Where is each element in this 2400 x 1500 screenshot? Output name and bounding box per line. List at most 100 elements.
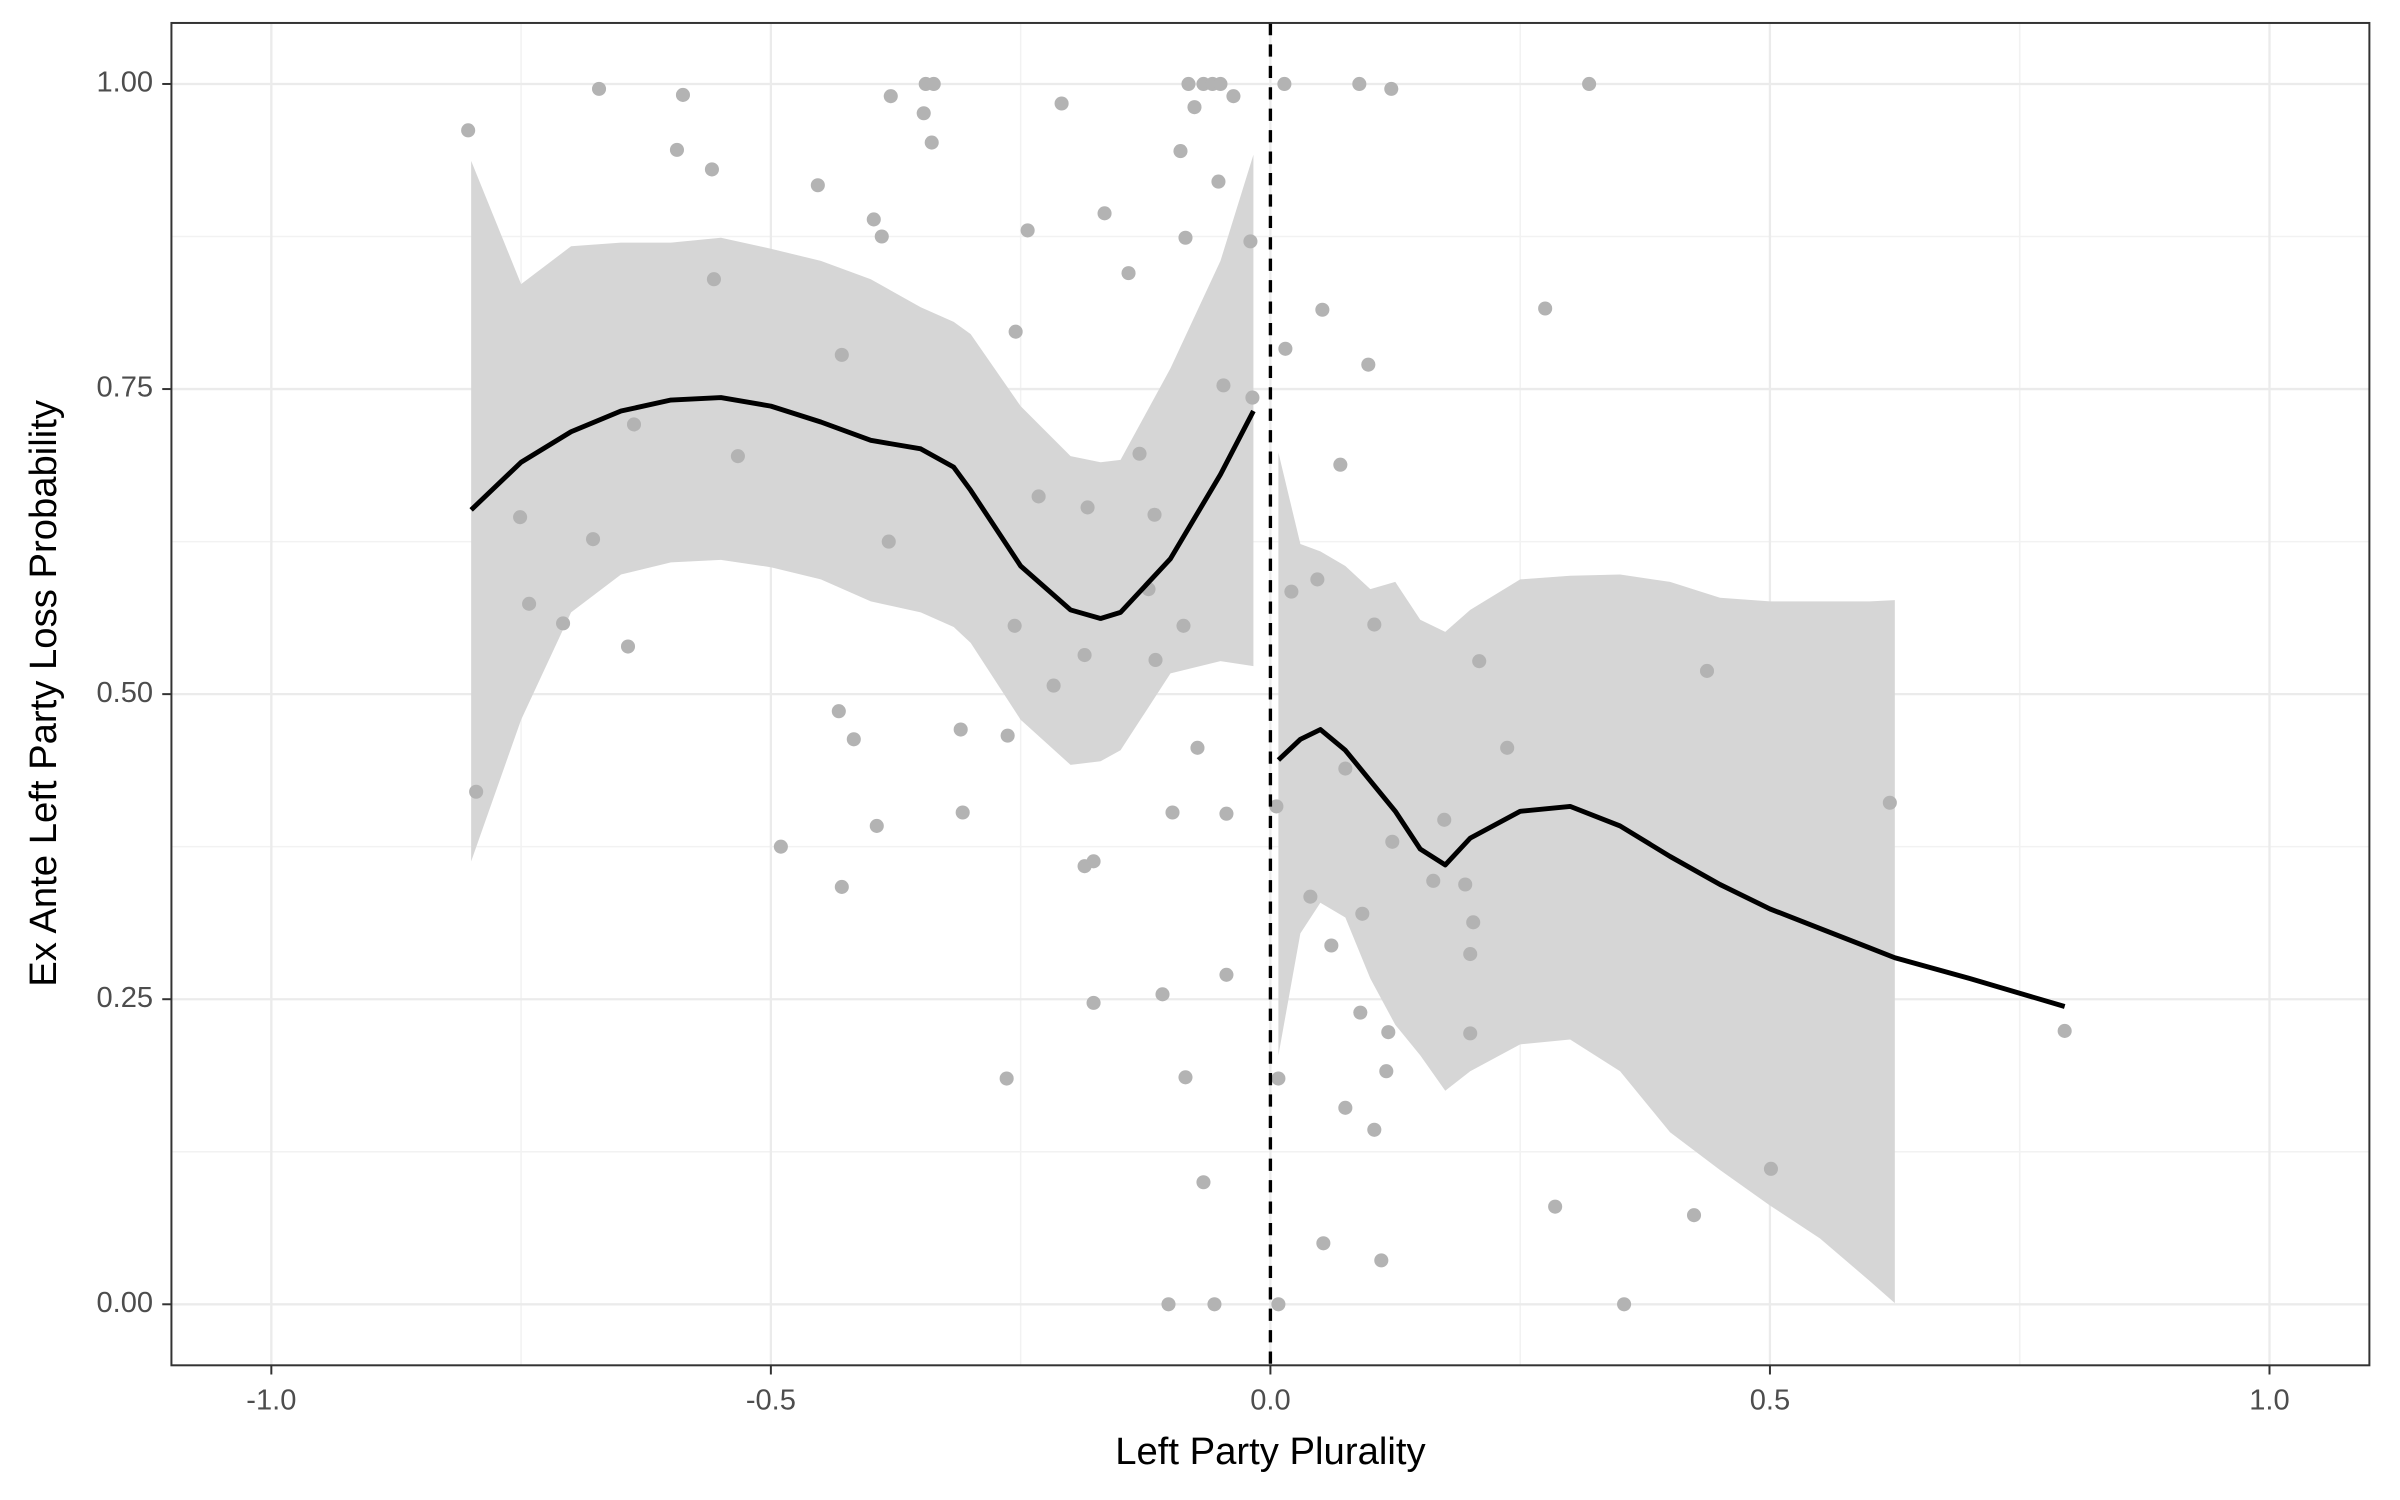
data-point <box>1338 761 1353 776</box>
data-point <box>1187 100 1202 115</box>
data-point <box>704 162 719 177</box>
data-point <box>513 510 528 525</box>
data-point <box>1361 357 1376 372</box>
data-point <box>1178 230 1193 245</box>
x-axis-title: Left Party Plurality <box>1115 1430 1426 1473</box>
data-point <box>924 135 939 150</box>
data-point <box>461 123 476 138</box>
data-point <box>869 818 884 833</box>
data-point <box>1426 873 1441 888</box>
data-point <box>620 639 636 654</box>
y-tick-label: 0.75 <box>96 372 153 404</box>
data-point <box>1031 489 1046 504</box>
data-point <box>1165 805 1180 820</box>
data-point <box>916 106 931 121</box>
data-point <box>1324 938 1339 953</box>
data-point <box>1121 266 1136 281</box>
data-point <box>591 81 607 96</box>
data-point <box>1338 1100 1353 1115</box>
data-point <box>1316 1236 1331 1251</box>
data-point <box>1173 144 1188 159</box>
data-point <box>1046 678 1061 693</box>
data-point <box>1882 795 1897 810</box>
data-point <box>1284 584 1299 599</box>
data-point <box>1352 76 1367 92</box>
data-point <box>1379 1064 1394 1079</box>
data-point <box>1367 1122 1382 1137</box>
data-point <box>1472 654 1487 669</box>
data-point <box>626 417 642 432</box>
data-point <box>834 879 849 894</box>
data-point <box>1437 812 1452 827</box>
data-point <box>1020 223 1035 238</box>
marks <box>461 22 2072 1366</box>
data-point <box>866 212 881 227</box>
data-point <box>874 229 889 244</box>
data-point <box>1500 740 1515 755</box>
data-point <box>1278 341 1293 356</box>
y-tick-label: 0.00 <box>96 1287 153 1319</box>
data-point <box>2057 1023 2072 1038</box>
data-point <box>1582 76 1597 92</box>
data-point <box>585 532 601 547</box>
data-point <box>1463 1026 1478 1041</box>
data-point <box>1213 76 1228 92</box>
data-point <box>1245 390 1260 405</box>
data-point <box>1226 89 1241 104</box>
data-point <box>1617 1297 1632 1312</box>
confidence-band <box>471 154 1254 862</box>
data-point <box>1216 378 1231 393</box>
data-point <box>1353 1005 1368 1020</box>
data-point <box>1333 457 1348 472</box>
data-point <box>556 616 571 631</box>
data-point <box>669 142 684 157</box>
data-point <box>1243 234 1258 249</box>
data-point <box>1355 906 1370 921</box>
data-point <box>810 178 825 193</box>
data-point <box>1548 1199 1563 1214</box>
data-point <box>1000 728 1015 743</box>
data-point <box>834 347 849 362</box>
data-point <box>1271 1297 1286 1312</box>
data-point <box>1374 1253 1389 1268</box>
data-point <box>1086 995 1101 1010</box>
y-tick-label: 1.00 <box>96 67 153 99</box>
data-point <box>831 704 846 719</box>
y-tick-label: 0.50 <box>96 677 153 709</box>
data-point <box>1303 889 1318 904</box>
data-point <box>706 272 721 287</box>
x-tick-label: 0.0 <box>1250 1385 1290 1417</box>
x-tick-label: 1.0 <box>2249 1385 2289 1417</box>
data-point <box>955 805 970 820</box>
data-point <box>1384 81 1399 96</box>
data-point <box>1763 1161 1778 1176</box>
data-point <box>1054 96 1069 111</box>
data-point <box>1077 648 1092 663</box>
data-point <box>1086 854 1101 869</box>
data-point <box>1538 301 1553 316</box>
data-point <box>953 722 968 737</box>
data-point <box>773 839 788 854</box>
data-point <box>1310 572 1325 587</box>
data-point <box>1007 618 1022 633</box>
data-point <box>1178 1070 1193 1085</box>
data-point <box>1190 740 1205 755</box>
data-point <box>1147 507 1162 522</box>
data-point <box>730 449 745 464</box>
data-point <box>1161 1297 1176 1312</box>
data-point <box>1381 1025 1396 1040</box>
data-point <box>999 1071 1014 1086</box>
data-point <box>1269 799 1284 814</box>
data-point <box>881 534 896 549</box>
smooth-line <box>1276 727 2066 1009</box>
data-point <box>1699 663 1715 678</box>
data-point <box>1008 324 1023 339</box>
x-tick-label: 0.5 <box>1750 1385 1790 1417</box>
data-point <box>1463 947 1478 962</box>
data-point <box>1219 806 1234 821</box>
data-point <box>1148 652 1163 668</box>
y-axis-title: Ex Ante Left Party Loss Probability <box>22 399 65 987</box>
data-point <box>1315 302 1330 317</box>
data-point <box>1271 1071 1286 1086</box>
data-point <box>469 784 484 799</box>
